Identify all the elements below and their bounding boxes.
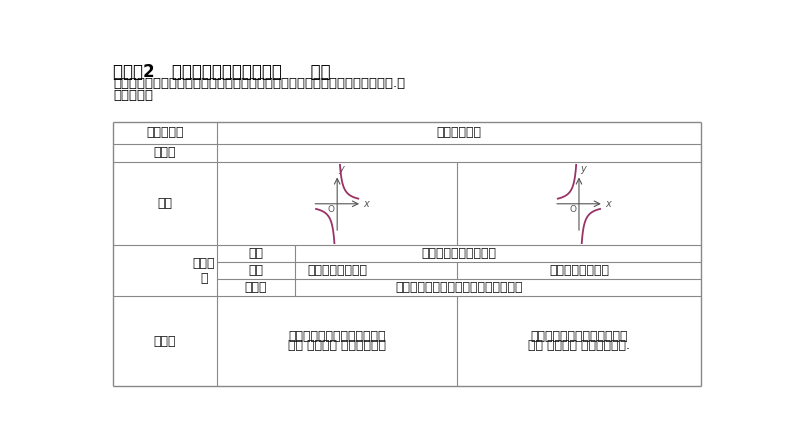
Text: y: y [580, 164, 586, 174]
Text: 形状: 形状 [249, 247, 264, 260]
Text: 数值 随自变量 的增大而增大.: 数值 随自变量 的增大而增大. [528, 339, 630, 352]
Text: 由两个分支组成的曲线: 由两个分支组成的曲线 [422, 247, 496, 260]
Text: 位置: 位置 [249, 264, 264, 277]
Text: 研究反比例函数的图象和性质主要是研究反比例函数的图象特征和函数的增减性.具: 研究反比例函数的图象和性质主要是研究反比例函数的图象特征和函数的增减性.具 [114, 77, 405, 90]
Text: 知识点2   反比例函数的图象和性质     重点: 知识点2 反比例函数的图象和性质 重点 [114, 63, 331, 81]
Text: 数值 随自变量 的增大而减小: 数值 随自变量 的增大而减小 [288, 339, 386, 352]
Text: 对称性: 对称性 [245, 281, 267, 294]
Text: O: O [569, 205, 576, 214]
Text: y: y [338, 164, 344, 174]
Text: 图象在一、三象限: 图象在一、三象限 [307, 264, 367, 277]
Text: 体如下表：: 体如下表： [114, 89, 153, 102]
Text: x: x [364, 199, 369, 209]
Text: 图象在二、四象限: 图象在二、四象限 [549, 264, 609, 277]
Text: 增减性: 增减性 [154, 335, 176, 348]
Text: （为常数，）: （为常数，） [437, 127, 481, 139]
Text: 图象: 图象 [158, 197, 172, 210]
Text: 图象关于直角坐标系的原点成中心对称: 图象关于直角坐标系的原点成中心对称 [395, 281, 522, 294]
Text: 图象特
征: 图象特 征 [193, 257, 215, 285]
Text: 在图象所在的每一象限内，函: 在图象所在的每一象限内，函 [288, 330, 386, 343]
Text: 反比例函数: 反比例函数 [146, 127, 184, 139]
Text: 的符号: 的符号 [154, 147, 176, 160]
Text: 在图象所在的每一象限内，函: 在图象所在的每一象限内，函 [530, 330, 628, 343]
Text: O: O [328, 205, 335, 214]
Text: x: x [605, 199, 611, 209]
